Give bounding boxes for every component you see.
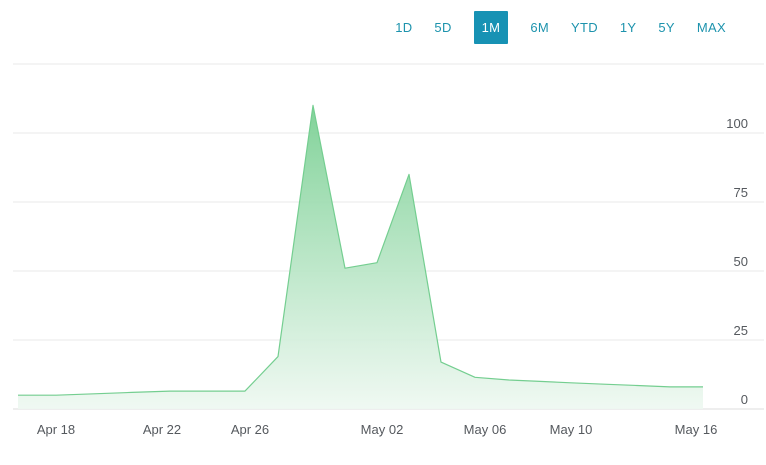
range-button-5y[interactable]: 5Y xyxy=(658,12,675,43)
area-fill xyxy=(18,105,703,410)
range-button-6m[interactable]: 6M xyxy=(530,12,549,43)
range-button-ytd[interactable]: YTD xyxy=(571,12,598,43)
y-tick-label: 0 xyxy=(741,392,748,407)
x-tick-label: Apr 18 xyxy=(37,422,75,437)
area-outline xyxy=(18,104,703,396)
x-axis-labels: Apr 18 Apr 22 Apr 26 May 02 May 06 May 10 May … xyxy=(37,422,717,437)
x-tick-label: Apr 22 xyxy=(143,422,181,437)
x-tick-label: May 06 xyxy=(464,422,507,437)
range-button-1y[interactable]: 1Y xyxy=(620,12,637,43)
range-button-1m[interactable]: 1M xyxy=(473,11,509,44)
range-toolbar: 1D 5D 1M 6M YTD 1Y 5Y MAX xyxy=(395,11,726,44)
y-tick-label: 75 xyxy=(734,185,748,200)
range-button-max[interactable]: MAX xyxy=(697,12,726,43)
range-button-1d[interactable]: 1D xyxy=(395,12,412,43)
area-series xyxy=(18,104,703,410)
x-tick-label: May 16 xyxy=(675,422,718,437)
x-tick-label: Apr 26 xyxy=(231,422,269,437)
y-tick-label: 25 xyxy=(734,323,748,338)
range-button-5d[interactable]: 5D xyxy=(434,12,451,43)
y-axis-labels: 0 25 50 75 100 xyxy=(726,116,748,407)
y-tick-label: 50 xyxy=(734,254,748,269)
x-tick-label: May 02 xyxy=(361,422,404,437)
y-tick-label: 100 xyxy=(726,116,748,131)
x-tick-label: May 10 xyxy=(550,422,593,437)
